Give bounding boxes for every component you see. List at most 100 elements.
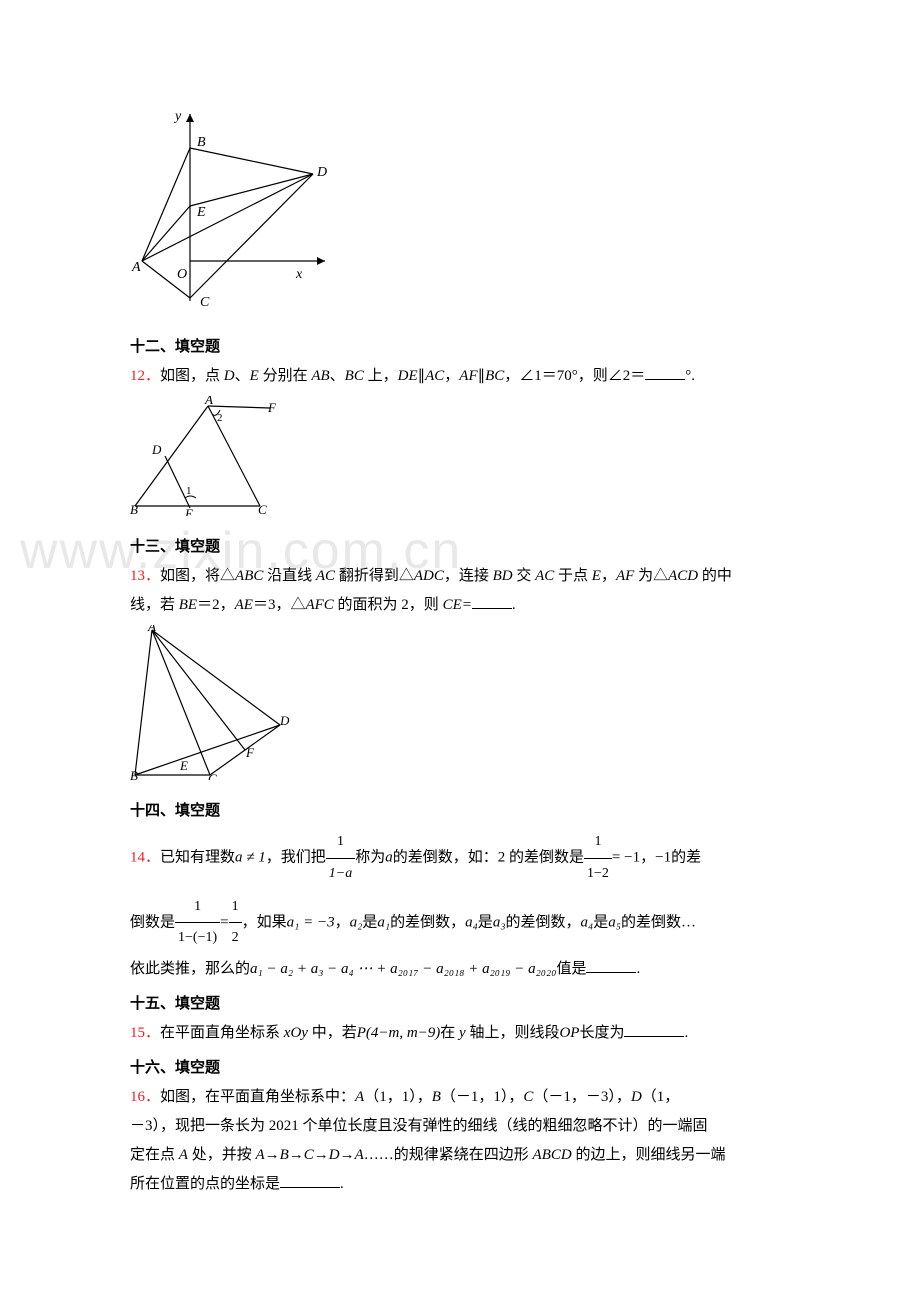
p15-blank: [624, 1036, 684, 1037]
p12-t4: 上，: [364, 368, 398, 384]
p14-eqh: =: [220, 914, 228, 930]
p12-ac: AC: [425, 368, 444, 384]
p16-4e: .: [340, 1176, 344, 1192]
p14-frac2: 11−2: [584, 827, 612, 890]
p13-1g: ，: [601, 568, 616, 584]
p14-n1: −1: [655, 850, 671, 866]
p14-1a: 已知有理数: [160, 850, 235, 866]
svg-text:y: y: [173, 109, 182, 124]
p16-blank: [280, 1187, 340, 1188]
svg-text:O: O: [177, 267, 187, 282]
p13-2e: .: [512, 597, 516, 613]
svg-text:A: A: [131, 260, 141, 275]
problem-16-line3: 定在点 A 处，并按 A→B→C→D→A……的规律紧绕在四边形 ABCD 的边上…: [130, 1142, 790, 1169]
p12-t2: 分别在: [259, 368, 312, 384]
p12-t8: ，∠1＝70°，则∠2＝: [504, 368, 645, 384]
p13-2d: 的面积为 2，则: [334, 597, 443, 613]
svg-text:x: x: [295, 267, 303, 282]
p13-ce: CE=: [443, 597, 472, 613]
p12-t: 如图，点: [160, 368, 224, 384]
p16-bc: （－1，1），: [441, 1089, 524, 1105]
p16-b: B: [432, 1089, 441, 1105]
problem-16-line1: 16．如图，在平面直角坐标系中：A（1，1），B（－1，1），C（－1，－3），…: [130, 1084, 790, 1111]
p16-c: C: [523, 1089, 533, 1105]
p16-dc: （1，: [642, 1089, 680, 1105]
p12-bc: BC: [345, 368, 364, 384]
p15-xoy: xOy: [284, 1025, 308, 1041]
p16-a: A: [355, 1089, 364, 1105]
p14-2a: 倒数是: [130, 914, 175, 930]
p12-t7: ∥: [478, 368, 486, 384]
p16-apt: A: [179, 1147, 188, 1163]
svg-text:D: D: [151, 442, 162, 457]
p14-frachalf: 12: [229, 892, 242, 955]
p15-tf: .: [684, 1025, 688, 1041]
p14-f1n: 1: [326, 827, 355, 859]
p16-ac: （1，1），: [364, 1089, 432, 1105]
p13-af: AF: [616, 568, 634, 584]
p12-unit: °.: [685, 368, 695, 384]
p13-2a: 线，若: [130, 597, 179, 613]
p13-ept: E: [592, 568, 601, 584]
svg-text:B: B: [197, 135, 206, 150]
p13-acd: ACD: [668, 568, 698, 584]
p13-afc: AFC: [305, 597, 333, 613]
p14-fhd: 2: [229, 923, 242, 954]
p13-2c: ＝3，△: [253, 597, 306, 613]
p12-bc2: BC: [485, 368, 504, 384]
p14-f3n: 1: [175, 892, 220, 924]
p14-a3: a₃: [493, 914, 506, 930]
section-12-title: 十二、填空题: [130, 334, 790, 361]
svg-text:2: 2: [217, 412, 223, 424]
svg-text:B: B: [130, 502, 138, 516]
p15-ta: 在平面直角坐标系: [160, 1025, 284, 1041]
p13-1e: 交: [513, 568, 536, 584]
p13-bd: BD: [493, 568, 513, 584]
svg-text:D: D: [279, 713, 290, 728]
p14-a5: a₅: [608, 914, 621, 930]
svg-text:1: 1: [186, 485, 192, 497]
problem-12-num: 12．: [130, 368, 160, 384]
p13-2b: ＝2，: [197, 597, 235, 613]
problem-15: 15．在平面直角坐标系 xOy 中，若P(4−m, m−9)在 y 轴上，则线段…: [130, 1020, 790, 1047]
svg-text:B: B: [130, 768, 138, 780]
p14-avar: a: [385, 850, 393, 866]
p12-t6: ，: [444, 368, 459, 384]
p13-1d: ，连接: [444, 568, 493, 584]
p14-2e: 的差倒数，: [390, 914, 465, 930]
section-16-title: 十六、填空题: [130, 1055, 790, 1082]
p14-fhn: 1: [229, 892, 242, 924]
p14-f2d: 1−2: [584, 859, 612, 890]
p12-t1: 、: [235, 368, 250, 384]
p13-1a: 如图，将△: [160, 568, 235, 584]
p15-op: OP: [559, 1025, 579, 1041]
p14-ane1: a ≠ 1: [235, 850, 266, 866]
p14-3a: 依此类推，那么: [130, 961, 235, 977]
p14-1f: 的差: [671, 850, 701, 866]
svg-text:F: F: [267, 400, 277, 415]
svg-text:A: A: [147, 625, 156, 634]
p13-adc: ADC: [414, 568, 444, 584]
p14-1b: ，我们把: [266, 850, 326, 866]
problem-14-line2: 倒数是11−(−1)=12，如果a₁ = −3，a₂是a₁的差倒数，a₄是a₃的…: [130, 892, 790, 955]
p13-ac: AC: [316, 568, 335, 584]
p14-a1eq: a₁ = −3: [287, 914, 335, 930]
p14-1d: 的差倒数，如：2 的差倒数是: [393, 850, 584, 866]
p12-blank: [645, 379, 685, 380]
p15-td: 轴上，则线段: [466, 1025, 560, 1041]
p13-1f: 于点: [554, 568, 592, 584]
svg-text:E: E: [179, 758, 188, 773]
svg-text:A: A: [204, 396, 213, 407]
p14-a4b: a₄: [581, 914, 594, 930]
p14-2h: 是: [593, 914, 608, 930]
p15-te: 长度为: [579, 1025, 624, 1041]
p13-ac2: AC: [535, 568, 554, 584]
p15-pexpr: P(4−m, m−9): [357, 1025, 441, 1041]
p16-l1: 如图，在平面直角坐标系中：: [160, 1089, 355, 1105]
problem-14-num: 14．: [130, 850, 160, 866]
p16-3a: 定在点: [130, 1147, 179, 1163]
p13-abc: ABC: [235, 568, 263, 584]
p16-d: D: [631, 1089, 642, 1105]
p12-de: D: [224, 368, 235, 384]
p16-abcd: ABCD: [533, 1147, 572, 1163]
